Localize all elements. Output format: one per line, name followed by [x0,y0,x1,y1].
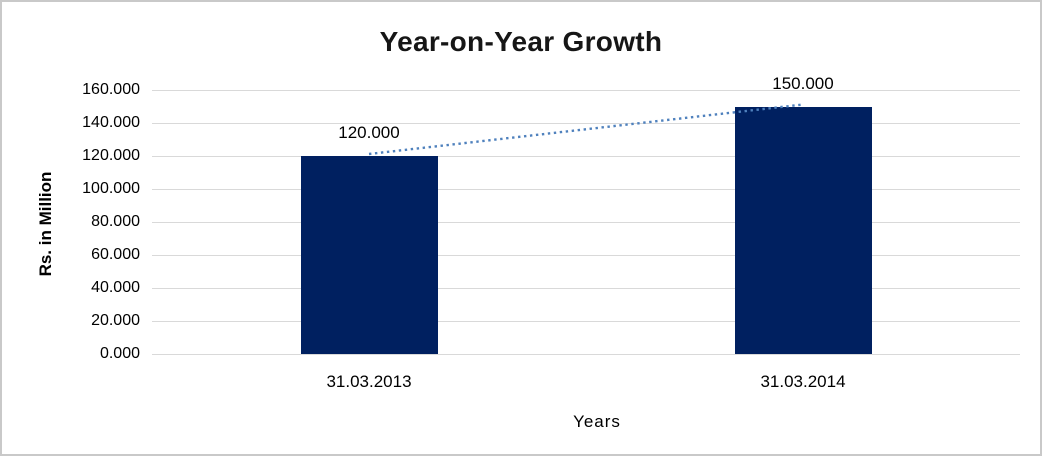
y-tick-label: 20.000 [91,312,140,329]
data-label: 120.000 [338,123,400,142]
trendline [368,103,804,156]
data-label: 150.000 [772,73,834,93]
gridline [152,254,1020,256]
y-tick-label: 0.000 [99,345,140,362]
x-tick-label: 31.03.2014 [760,372,846,391]
gridline [152,89,1020,91]
x-tick-label: 31.03.2013 [326,372,412,391]
chart-title: Year-on-Year Growth [379,26,663,57]
gridline [152,221,1020,223]
y-tick-label: 120.000 [82,147,140,164]
bar [300,156,438,354]
gridline [152,122,1020,124]
plot-area: 120.000 150.000 31.03.2013 31.03.2014 [152,74,1020,391]
y-tick-label: 140.000 [82,114,140,131]
y-tick-label: 100.000 [82,180,140,197]
gridline [152,320,1020,322]
gridline [152,155,1020,157]
y-tick-label: 160.000 [82,81,140,98]
y-tick-label: 40.000 [91,279,140,296]
y-tick-label: 60.000 [91,246,140,263]
gridline [152,353,1020,355]
bar [734,106,872,354]
x-axis-title: Years [573,412,621,431]
y-tick-label: 80.000 [91,213,140,230]
gridline [152,287,1020,289]
gridline [152,188,1020,190]
